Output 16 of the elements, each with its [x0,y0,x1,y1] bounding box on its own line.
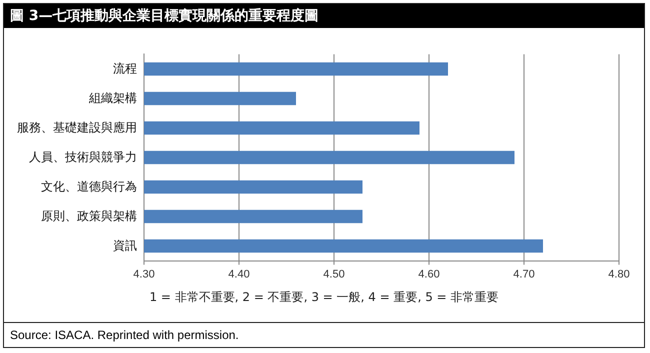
text: 1 = 非常不重要, 2 = 不重要, 3 = 一般, 4 = 重要, 5 = 非常重要 [148,289,500,306]
x-tick-label: 4.40 [228,268,250,280]
x-tick-label: 4.80 [608,268,630,280]
source-note: Source: ISACA. Reprinted with permission. [4,322,644,348]
y-tick-label: 流程 [113,61,137,76]
y-tick-label: 服務、基礎建設與應用 [17,120,137,134]
y-tick-label: 原則、政策與架構 [41,208,137,223]
x-tick-label: 4.50 [323,268,345,280]
y-tick-label: 資訊 [113,238,137,252]
y-tick-label: 組織架構 [88,90,137,105]
x-tick-label: 4.60 [418,268,440,280]
chart-title: 圖 3—七項推動與企業目標實現關係的重要程度圖 [4,4,644,28]
x-tick-label: 4.70 [513,268,535,280]
x-tick-label: 4.30 [133,268,155,280]
y-tick-label: 文化、道德與行為 [41,179,137,194]
y-tick-label: 人員、技術與競爭力 [29,150,137,164]
